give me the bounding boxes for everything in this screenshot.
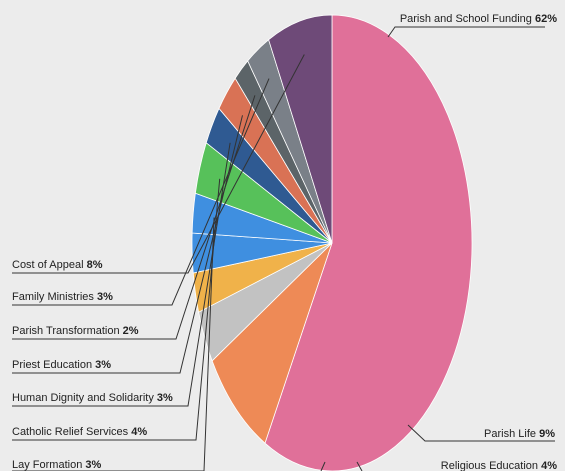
leader-family-ministries xyxy=(12,78,270,306)
pie-slices xyxy=(191,14,473,471)
leader-parish-transformation xyxy=(12,95,256,340)
leader-religious-education xyxy=(356,461,363,471)
label-lay-formation: Lay Formation 3% xyxy=(12,459,101,471)
label-catholic-relief-services: Catholic Relief Services 4% xyxy=(12,426,147,438)
label-religious-education: Religious Education 4% xyxy=(441,460,557,471)
leader-lines xyxy=(12,26,555,471)
label-cost-of-appeal: Cost of Appeal 8% xyxy=(12,259,103,271)
leader-human-dignity-and-solidarity xyxy=(12,142,231,407)
leader-priest-education xyxy=(12,115,243,374)
leader-parish-and-school-funding xyxy=(387,26,545,38)
label-parish-and-school-funding: Parish and School Funding 62% xyxy=(400,13,557,25)
pie-slice-11 xyxy=(268,14,333,244)
leader-yellow xyxy=(320,461,326,471)
leader-lay-formation xyxy=(12,217,215,471)
label-parish-transformation: Parish Transformation 2% xyxy=(12,325,139,337)
label-human-dignity-and-solidarity: Human Dignity and Solidarity 3% xyxy=(12,392,173,404)
label-parish-life: Parish Life 9% xyxy=(484,428,555,440)
leader-cost-of-appeal xyxy=(12,54,305,274)
leader-parish-life xyxy=(407,424,555,442)
pie-slice-1 xyxy=(211,242,333,444)
label-family-ministries: Family Ministries 3% xyxy=(12,291,113,303)
label-priest-education: Priest Education 3% xyxy=(12,359,111,371)
